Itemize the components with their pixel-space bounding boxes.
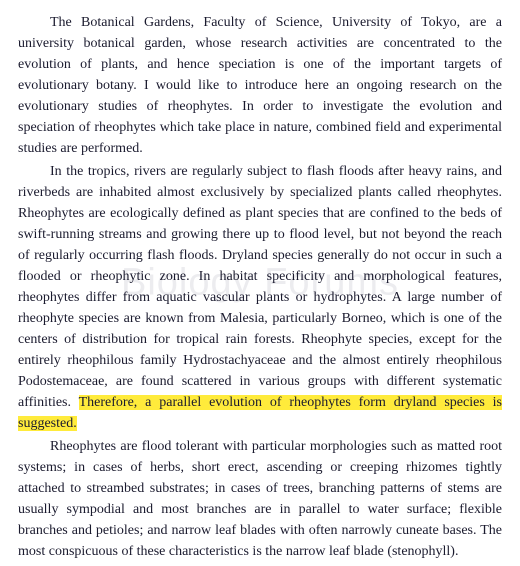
- paragraph-2: In the tropics, rivers are regularly sub…: [18, 161, 502, 434]
- paragraph-2-highlight: Therefore, a parallel evolution of rheop…: [18, 395, 502, 431]
- paragraph-2-text-before: In the tropics, rivers are regularly sub…: [18, 164, 502, 410]
- document-content: The Botanical Gardens, Faculty of Scienc…: [18, 12, 502, 562]
- paragraph-3-text: Rheophytes are flood tolerant with parti…: [18, 439, 502, 559]
- paragraph-3: Rheophytes are flood tolerant with parti…: [18, 436, 502, 562]
- paragraph-1-text: The Botanical Gardens, Faculty of Scienc…: [18, 15, 502, 156]
- paragraph-1: The Botanical Gardens, Faculty of Scienc…: [18, 12, 502, 159]
